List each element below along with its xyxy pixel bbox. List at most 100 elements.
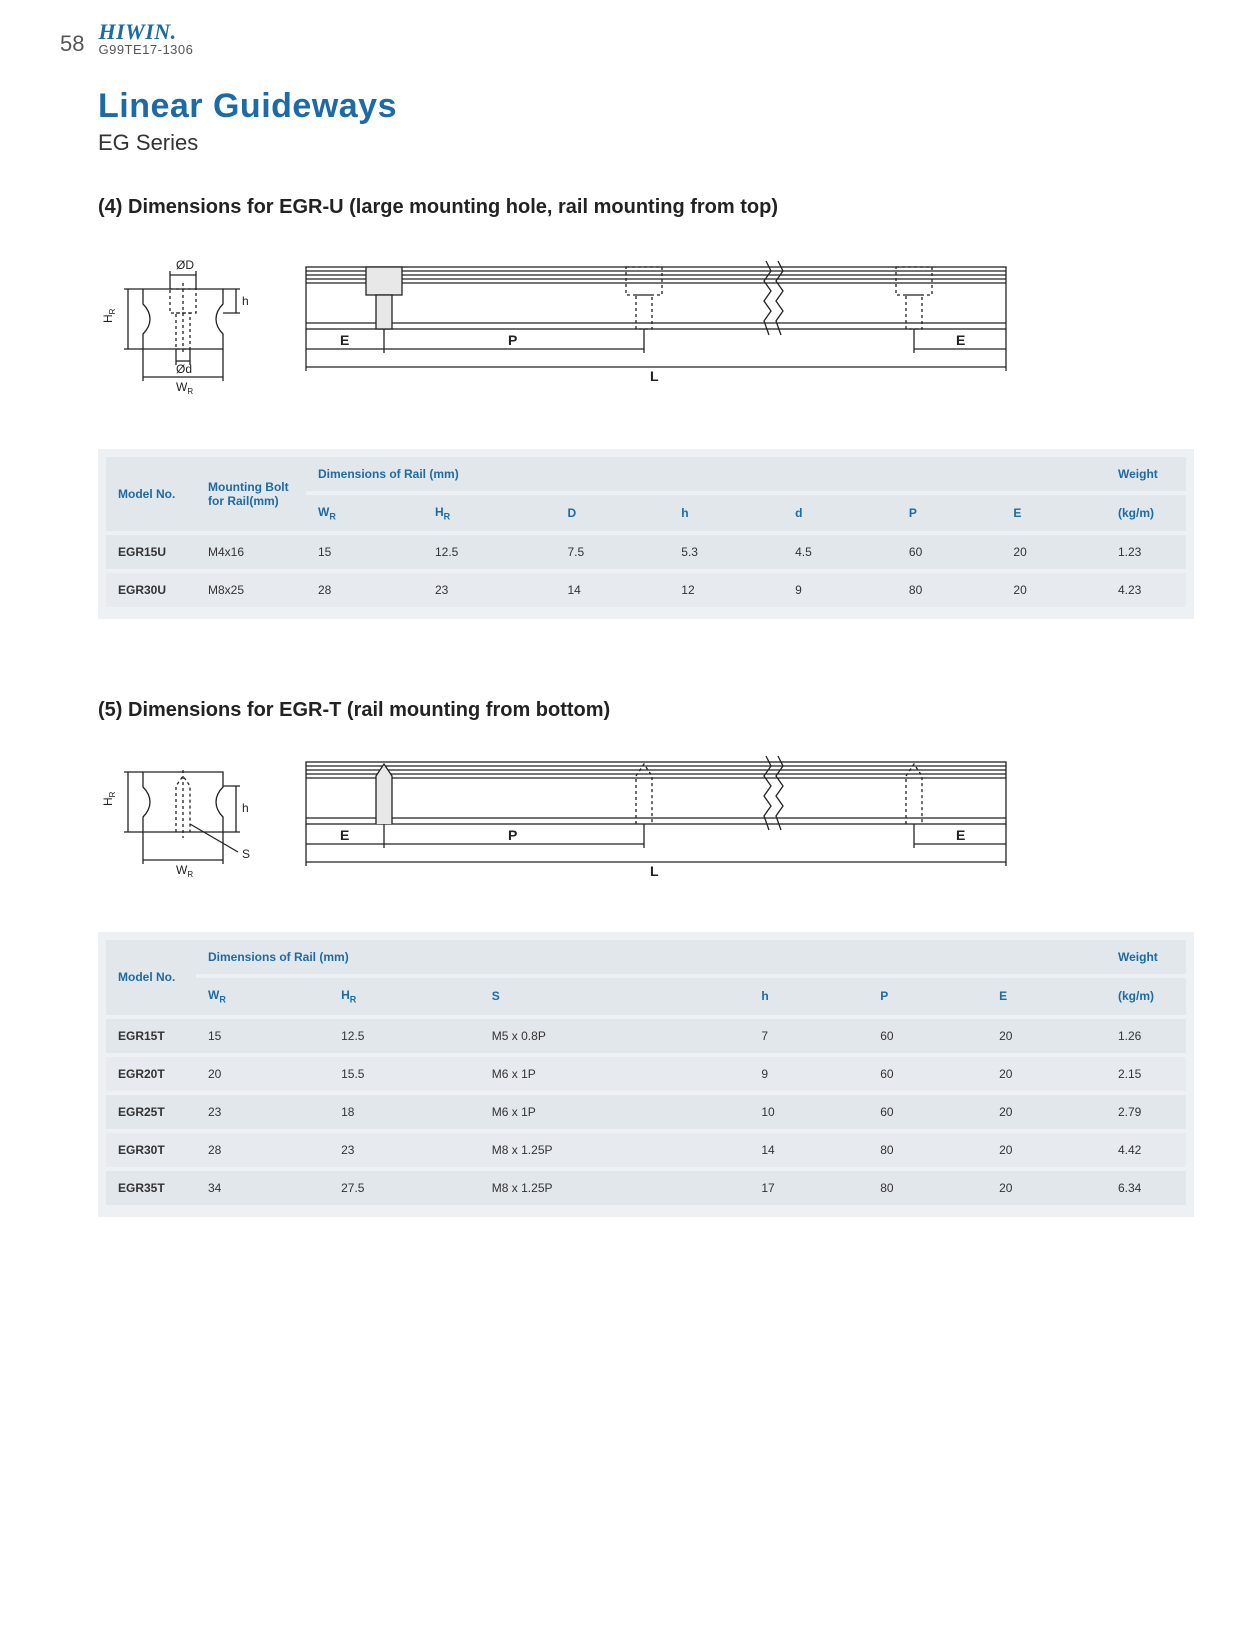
- cell-value: 27.5: [329, 1169, 480, 1207]
- label-E1-t: E: [340, 827, 349, 843]
- cell-value: 28: [196, 1131, 329, 1169]
- page-subtitle: EG Series: [98, 130, 1194, 156]
- th-bolt: Mounting Bolt for Rail(mm): [196, 457, 306, 533]
- cell-value: 34: [196, 1169, 329, 1207]
- cell-value: 7: [749, 1017, 868, 1055]
- cell-value: 18: [329, 1093, 480, 1131]
- section5-table-wrap: Model No. Dimensions of Rail (mm) Weight…: [98, 932, 1194, 1216]
- cell-weight: 6.34: [1106, 1169, 1186, 1207]
- section4-table-wrap: Model No. Mounting Bolt for Rail(mm) Dim…: [98, 449, 1194, 619]
- th-col: P: [868, 976, 987, 1016]
- cell-model: EGR30T: [106, 1131, 196, 1169]
- cell-value: 28: [306, 571, 423, 609]
- label-h-t: h: [242, 801, 249, 815]
- cell-value: 14: [749, 1131, 868, 1169]
- label-E2-t: E: [956, 827, 965, 843]
- cell-weight: 2.15: [1106, 1055, 1186, 1093]
- cell-value: 80: [897, 571, 1002, 609]
- section5-heading: (5) Dimensions for EGR-T (rail mounting …: [98, 699, 1194, 722]
- table-row: EGR35T3427.5M8 x 1.25P1780206.34: [106, 1169, 1186, 1207]
- cell-weight: 1.23: [1106, 533, 1186, 571]
- th-weight-t: Weight: [1106, 940, 1186, 976]
- cell-value: 7.5: [555, 533, 669, 571]
- label-S: S: [242, 847, 250, 861]
- cell-value: 12.5: [423, 533, 555, 571]
- cell-value: 5.3: [669, 533, 783, 571]
- egr-t-side-view-diagram: E P E L: [296, 752, 1016, 892]
- cell-value: 23: [423, 571, 555, 609]
- page-number: 58: [60, 31, 84, 57]
- th-col: h: [669, 493, 783, 533]
- cell-value: 20: [1001, 533, 1106, 571]
- label-L: L: [650, 368, 659, 384]
- brand-block: HIWIN. G99TE17-1306: [98, 20, 193, 57]
- th-col: HR: [329, 976, 480, 1016]
- egr-u-cross-section-diagram: ØD Ød WR HR h: [98, 249, 268, 409]
- table-row: EGR20T2015.5M6 x 1P960202.15: [106, 1055, 1186, 1093]
- th-col: HR: [423, 493, 555, 533]
- cell-value: 23: [196, 1093, 329, 1131]
- cell-value: M6 x 1P: [480, 1055, 750, 1093]
- table-row: EGR30UM8x2528231412980204.23: [106, 571, 1186, 609]
- cell-value: 20: [1001, 571, 1106, 609]
- cell-value: 60: [868, 1093, 987, 1131]
- svg-text:WR: WR: [176, 863, 193, 879]
- label-h: h: [242, 294, 249, 308]
- cell-value: 4.5: [783, 533, 897, 571]
- cell-model: EGR30U: [106, 571, 196, 609]
- th-col: D: [555, 493, 669, 533]
- cell-weight: 1.26: [1106, 1017, 1186, 1055]
- th-col: P: [897, 493, 1002, 533]
- th-col: S: [480, 976, 750, 1016]
- th-col: WR: [196, 976, 329, 1016]
- cell-model: EGR35T: [106, 1169, 196, 1207]
- th-weight-unit: (kg/m): [1106, 493, 1186, 533]
- cell-value: 17: [749, 1169, 868, 1207]
- th-col: h: [749, 976, 868, 1016]
- cell-value: 14: [555, 571, 669, 609]
- cell-value: M6 x 1P: [480, 1093, 750, 1131]
- cell-value: 80: [868, 1169, 987, 1207]
- cell-weight: 2.79: [1106, 1093, 1186, 1131]
- document-id: G99TE17-1306: [98, 43, 193, 57]
- cell-value: 20: [987, 1093, 1106, 1131]
- cell-bolt: M8x25: [196, 571, 306, 609]
- cell-value: 9: [749, 1055, 868, 1093]
- cell-value: 20: [987, 1017, 1106, 1055]
- label-P-t: P: [508, 827, 517, 843]
- cell-value: 23: [329, 1131, 480, 1169]
- egr-t-dimensions-table: Model No. Dimensions of Rail (mm) Weight…: [106, 940, 1186, 1208]
- cell-value: 60: [868, 1017, 987, 1055]
- egr-u-dimensions-table: Model No. Mounting Bolt for Rail(mm) Dim…: [106, 457, 1186, 611]
- section5-diagram-row: WR HR h S: [98, 752, 1194, 892]
- label-HR: H: [101, 314, 115, 323]
- label-L-t: L: [650, 863, 659, 879]
- section4-diagram-row: ØD Ød WR HR h: [98, 249, 1194, 409]
- cell-value: 80: [868, 1131, 987, 1169]
- page-title: Linear Guideways: [98, 87, 1194, 126]
- cell-model: EGR15T: [106, 1017, 196, 1055]
- brand-logo: HIWIN.: [98, 20, 193, 43]
- cell-value: 12.5: [329, 1017, 480, 1055]
- cell-value: 12: [669, 571, 783, 609]
- cell-model: EGR20T: [106, 1055, 196, 1093]
- cell-value: M8 x 1.25P: [480, 1169, 750, 1207]
- label-P: P: [508, 332, 517, 348]
- cell-value: 20: [987, 1055, 1106, 1093]
- svg-text:HR: HR: [101, 791, 117, 806]
- cell-value: 15.5: [329, 1055, 480, 1093]
- cell-value: 9: [783, 571, 897, 609]
- cell-value: 60: [868, 1055, 987, 1093]
- th-weight: Weight: [1106, 457, 1186, 493]
- cell-value: M8 x 1.25P: [480, 1131, 750, 1169]
- cell-value: 60: [897, 533, 1002, 571]
- label-WR: W: [176, 380, 188, 394]
- table-row: EGR15T1512.5M5 x 0.8P760201.26: [106, 1017, 1186, 1055]
- label-E2: E: [956, 332, 965, 348]
- cell-model: EGR15U: [106, 533, 196, 571]
- cell-value: 15: [196, 1017, 329, 1055]
- cell-value: 15: [306, 533, 423, 571]
- svg-text:WR: WR: [176, 380, 193, 396]
- th-col: WR: [306, 493, 423, 533]
- label-Od: Ød: [176, 362, 192, 376]
